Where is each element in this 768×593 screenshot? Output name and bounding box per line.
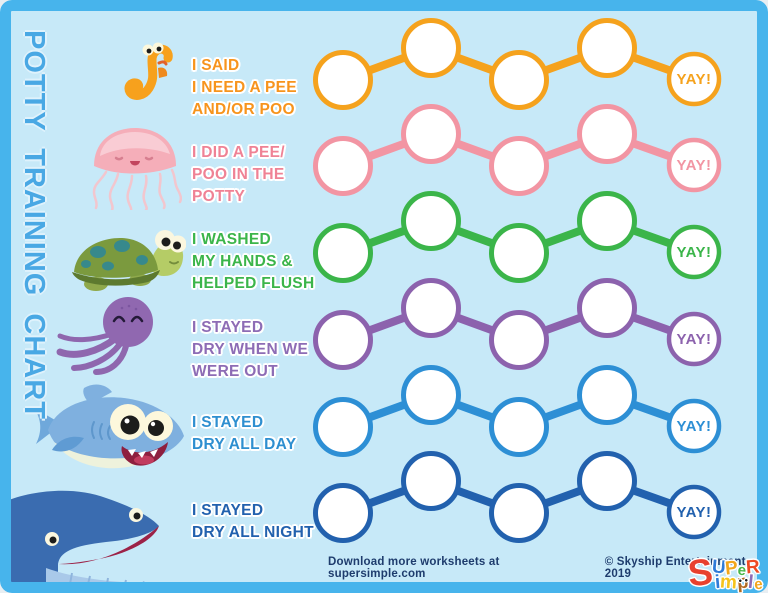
shark-icon [34,384,184,469]
yay-circle[interactable] [666,137,722,193]
octopus-icon [56,297,153,375]
logo-letter: m [719,571,738,593]
sticker-circle[interactable] [401,278,461,338]
task-line: DRY ALL DAY [192,436,297,453]
yay-circle[interactable] [666,484,722,540]
footer-download-text: Download more worksheets at supersimple.… [328,556,500,580]
task-line: I NEED A PEE [192,79,297,96]
task-line: POTTY [192,188,246,205]
task-line: I STAYED [192,502,264,519]
task-line: WERE OUT [192,363,278,380]
task-label: I STAYED DRY ALL NIGHT [192,500,342,544]
sticker-circle[interactable] [401,104,461,164]
jellyfish-icon [92,128,182,210]
task-line: I DID A PEE/ [192,144,285,161]
yay-label: YAY! [676,244,711,261]
logo-word-simple: i m p l e [714,571,764,593]
whale-icon [2,490,184,584]
logo-letter: S [685,550,715,593]
task-line: I SAID [192,57,240,74]
sticker-track: YAY! [313,104,722,196]
sticker-circle[interactable] [313,223,373,283]
task-line: I WASHED [192,231,272,248]
sticker-circle[interactable] [313,397,373,457]
logo-words: U P e R i m p l e [711,556,764,593]
task-line: HELPED FLUSH [192,275,315,292]
turtle-icon [72,230,186,291]
sticker-circle[interactable] [489,136,549,196]
sticker-circle[interactable] [489,483,549,543]
sticker-circle[interactable] [489,223,549,283]
sticker-circle[interactable] [313,483,373,543]
task-label: I STAYED DRY ALL DAY [192,412,342,456]
seahorse-icon [124,42,173,100]
sticker-circle[interactable] [401,451,461,511]
page-title: POTTY TRAINING CHART [18,30,50,420]
task-line: AND/OR POO [192,101,295,118]
yay-label: YAY! [676,418,711,435]
footer: Download more worksheets at supersimple.… [328,556,768,580]
sticker-circle[interactable] [577,365,637,425]
sticker-circle[interactable] [489,310,549,370]
yay-circle[interactable] [666,51,722,107]
sticker-circle[interactable] [401,18,461,78]
task-line: POO IN THE [192,166,285,183]
sticker-track: YAY! [313,451,722,543]
footer-copyright-text: © Skyship Entertainment 2019 [604,556,746,580]
yay-label: YAY! [676,331,711,348]
sticker-circle[interactable] [401,191,461,251]
yay-label: YAY! [676,157,711,174]
sticker-circle[interactable] [401,365,461,425]
logo-letter: e [752,575,764,593]
sticker-circle[interactable] [577,451,637,511]
task-label: I STAYED DRY WHEN WE WERE OUT [192,317,342,383]
yay-circle[interactable] [666,398,722,454]
sticker-track: YAY! [313,191,722,283]
task-label: I DID A PEE/ POO IN THE POTTY [192,142,342,208]
task-line: I STAYED [192,319,264,336]
task-line: DRY ALL NIGHT [192,524,314,541]
super-simple-logo: S U P e R i m p l e [685,550,764,593]
sticker-track: YAY! [313,278,722,370]
task-line: I STAYED [192,414,264,431]
task-label: I WASHED MY HANDS & HELPED FLUSH [192,229,342,295]
yay-circle[interactable] [666,311,722,367]
sticker-circle[interactable] [577,191,637,251]
sticker-circle[interactable] [313,136,373,196]
task-line: DRY WHEN WE [192,341,309,358]
sticker-track: YAY! [313,365,722,457]
sticker-circle[interactable] [577,18,637,78]
sticker-circle[interactable] [313,50,373,110]
sticker-circle[interactable] [313,310,373,370]
yay-circle[interactable] [666,224,722,280]
sticker-track: YAY! [313,18,722,110]
sticker-circle[interactable] [489,397,549,457]
sticker-circle[interactable] [489,50,549,110]
yay-label: YAY! [676,504,711,521]
sticker-circle[interactable] [577,104,637,164]
task-line: MY HANDS & [192,253,293,270]
yay-label: YAY! [676,71,711,88]
sticker-circle[interactable] [577,278,637,338]
task-label: I SAID I NEED A PEE AND/OR POO [192,55,342,121]
